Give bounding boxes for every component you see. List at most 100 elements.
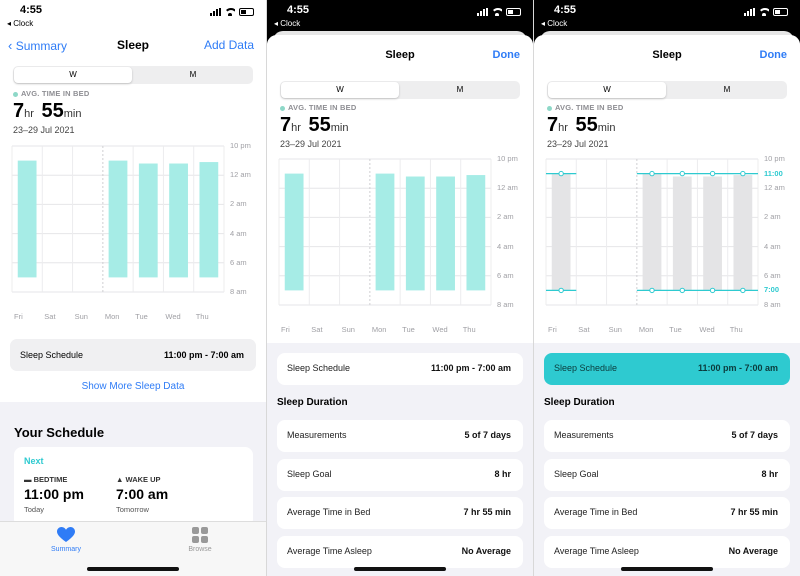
sleep-sheet-screen: 4:55 ◂ Clock Sleep Done W M AVG. TIME IN… [267, 0, 533, 576]
schedule-point [740, 287, 746, 294]
row-label: Sleep Schedule [287, 363, 351, 373]
grid-icon [192, 527, 208, 543]
next-label: Next [24, 456, 44, 466]
y-tick-label: 10 pm [230, 141, 251, 150]
schedule-marker-label: 11:00 [764, 168, 787, 178]
y-tick-label: 10 pm [764, 154, 785, 163]
wake-value: 7:00 am [116, 486, 169, 502]
sleep-bar-muted [733, 175, 753, 291]
sheet-title: Sleep [385, 49, 415, 61]
row-value: 11:00 pm - 7:00 am [697, 363, 778, 373]
y-tick-label: 4 am [497, 241, 514, 251]
back-to-app[interactable]: ◂ Clock [541, 19, 568, 28]
schedule-point [709, 170, 716, 177]
y-tick-label: 10 pm [497, 154, 518, 163]
schedule-point [649, 170, 655, 177]
sleep-bar-muted [642, 173, 662, 291]
y-tick-label: 6 am [497, 270, 514, 280]
y-tick-label: 6 am [764, 270, 781, 280]
back-button[interactable]: ‹ Summary [8, 38, 68, 53]
dot-icon [547, 105, 552, 111]
range-segmented-control: W M [547, 81, 787, 99]
sleep-duration-heading: Sleep Duration [277, 397, 348, 408]
avg-time-value: 7hr 55min [547, 114, 616, 136]
avg-time-label: AVG. TIME IN BED [280, 103, 356, 112]
segment-month[interactable]: M [189, 70, 197, 79]
segment-month[interactable]: M [456, 85, 464, 94]
row-label: Average Time in Bed [554, 507, 638, 517]
battery-icon [773, 8, 788, 16]
sleep-bar-muted [551, 173, 571, 291]
back-to-app[interactable]: ◂ Clock [274, 19, 301, 28]
sleep-schedule-row-selected[interactable]: Sleep Schedule 11:00 pm - 7:00 am [544, 353, 790, 385]
wifi-icon [759, 8, 769, 16]
bed-icon: ▬ [24, 475, 32, 484]
tab-summary[interactable]: Summary [36, 527, 96, 553]
segment-week[interactable]: W [281, 82, 399, 98]
chart-plot [278, 158, 492, 306]
sleep-schedule-row[interactable]: Sleep Schedule 11:00 pm - 7:00 am [277, 353, 523, 385]
measurements-row: Measurements 5 of 7 days [544, 420, 790, 452]
row-label: Sleep Schedule [554, 363, 618, 373]
segment-week[interactable]: W [548, 82, 666, 98]
tab-browse[interactable]: Browse [170, 527, 230, 553]
schedule-point [679, 170, 685, 177]
x-tick-label: Fri [281, 325, 290, 334]
battery-icon [239, 8, 254, 16]
battery-icon [506, 8, 521, 16]
signal-icon [477, 8, 488, 16]
sleep-bar [284, 173, 304, 291]
add-data-button[interactable]: Add Data [203, 38, 254, 52]
sleep-bar [108, 160, 128, 278]
sleep-bar [169, 163, 188, 278]
x-tick-label: Mon [638, 325, 654, 334]
sleep-schedule-row[interactable]: Sleep Schedule 11:00 pm - 7:00 am [10, 339, 256, 371]
row-value: 8 hr [761, 469, 778, 479]
schedule-card[interactable]: Next ▬ BEDTIME ▲ WAKE UP 11:00 pm 7:00 a… [14, 447, 253, 527]
row-value: No Average [461, 546, 511, 556]
sleep-bar-muted [703, 176, 722, 291]
row-value: 8 hr [494, 469, 511, 479]
segment-month[interactable]: M [723, 85, 731, 94]
sleep-sheet: Sleep Done W M AVG. TIME IN BED 7hr 55mi… [267, 35, 533, 576]
sleep-summary-screen: 4:55 ◂ Clock ‹ Summary Sleep Add Data W … [0, 0, 266, 576]
status-bar: 4:55 ◂ Clock [0, 0, 266, 32]
chevron-left-icon: ‹ [8, 38, 13, 53]
y-tick-label: 2 am [764, 212, 781, 222]
x-tick-label: Thu [462, 325, 476, 334]
schedule-point [649, 287, 655, 294]
sleep-bar [436, 176, 455, 291]
date-range: 23–29 Jul 2021 [13, 125, 75, 135]
x-tick-label: Thu [195, 312, 209, 321]
row-label: Sleep Goal [287, 469, 332, 479]
sleep-bar [466, 175, 486, 291]
status-bar: 4:55 ◂ Clock [267, 0, 533, 32]
done-button[interactable]: Done [492, 49, 521, 61]
row-value: 11:00 pm - 7:00 am [163, 350, 244, 360]
sleep-schedule-chart: 10 pm 12 am 2 am 4 am 6 am 8 am Fri Sat Sun Mon Tu… [545, 154, 787, 334]
avg-time-in-bed-row: Average Time in Bed 7 hr 55 min [277, 497, 523, 529]
y-tick-label: 2 am [497, 212, 514, 222]
schedule-marker-label: 7:00 [764, 285, 784, 295]
y-tick-label: 8 am [764, 300, 781, 309]
wake-day: Tomorrow [116, 505, 149, 514]
y-tick-label: 8 am [497, 300, 514, 309]
status-time: 4:55 [287, 4, 310, 16]
x-tick-label: Fri [14, 312, 23, 321]
show-more-button[interactable]: Show More Sleep Data [81, 381, 185, 392]
schedule-point [740, 170, 746, 177]
segment-week[interactable]: W [14, 67, 132, 83]
date-range: 23–29 Jul 2021 [547, 139, 609, 149]
done-button[interactable]: Done [759, 49, 788, 61]
avg-time-asleep-row: Average Time Asleep No Average [277, 536, 523, 568]
bedtime-label: ▬ BEDTIME [24, 475, 68, 484]
x-tick-label: Sun [608, 325, 622, 334]
row-value: 5 of 7 days [464, 430, 511, 440]
back-to-app[interactable]: ◂ Clock [7, 19, 34, 28]
bell-icon: ▲ [116, 475, 124, 484]
signal-icon [744, 8, 755, 16]
x-tick-label: Sun [341, 325, 355, 334]
row-label: Sleep Schedule [20, 350, 84, 360]
x-tick-label: Thu [729, 325, 743, 334]
avg-time-asleep-row: Average Time Asleep No Average [544, 536, 790, 568]
